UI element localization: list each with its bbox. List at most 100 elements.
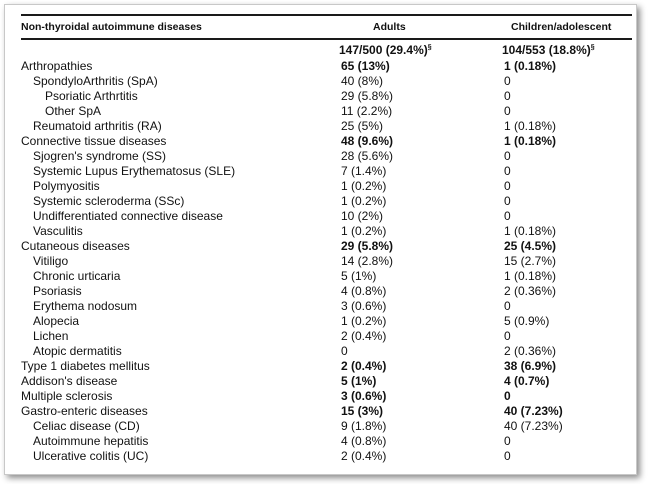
row-children: 40 (7.23%) <box>504 404 563 418</box>
row-label: Sjogren's syndrome (SS) <box>33 149 167 163</box>
row-children: 0 <box>504 74 511 88</box>
row-adults: 1 (0.2%) <box>341 179 387 193</box>
header-separator <box>475 16 478 38</box>
table-row: Chronic urticaria 5 (1%) 1 (0.18%) <box>21 269 632 284</box>
table-row: SpondyloArthritis (SpA) 40 (8%) 0 <box>21 74 632 89</box>
row-label: Lichen <box>33 329 69 343</box>
row-children: 0 <box>504 389 511 403</box>
row-children: 1 (0.18%) <box>504 119 557 133</box>
row-children: 0 <box>504 179 511 193</box>
row-label: Undifferentiated connective disease <box>33 209 223 223</box>
row-children: 0 <box>504 329 511 343</box>
row-adults: 48 (9.6%) <box>341 134 394 148</box>
table-row: Celiac disease (CD) 9 (1.8%) 40 (7.23%) <box>21 419 632 434</box>
table-row: Type 1 diabetes mellitus 2 (0.4%) 38 (6.9%… <box>21 359 632 374</box>
row-children: 0 <box>504 164 511 178</box>
table-row: Alopecia 1 (0.2%) 5 (0.9%) <box>21 314 632 329</box>
row-adults: 1 (0.2%) <box>341 314 387 328</box>
row-adults: 1 (0.2%) <box>341 224 387 238</box>
totals-row: 147/500 (29.4%)§ 104/553 (18.8%)§ <box>21 40 632 59</box>
row-adults: 3 (0.6%) <box>341 299 387 313</box>
row-label: Autoimmune hepatitis <box>33 434 149 448</box>
row-adults: 7 (1.4%) <box>341 164 387 178</box>
header-adults: Adults <box>373 21 406 33</box>
row-label: Gastro-enteric diseases <box>21 404 148 418</box>
row-label: Systemic Lupus Erythematosus (SLE) <box>33 164 236 178</box>
row-children: 0 <box>504 104 511 118</box>
row-adults: 0 <box>341 344 348 358</box>
row-children: 0 <box>504 194 511 208</box>
row-label: Psoriasis <box>33 284 82 298</box>
table-row: Arthropathies 65 (13%) 1 (0.18%) <box>21 59 632 74</box>
row-label: Psoriatic Arthrtitis <box>45 89 138 103</box>
table-row: Polymyositis 1 (0.2%) 0 <box>21 179 632 194</box>
row-adults: 29 (5.8%) <box>341 89 394 103</box>
table-row: Gastro-enteric diseases 15 (3%) 40 (7.23%) <box>21 404 632 419</box>
row-label: Other SpA <box>45 104 102 118</box>
row-adults: 4 (0.8%) <box>341 434 387 448</box>
header-diseases: Non-thyroidal autoimmune diseases <box>21 21 202 33</box>
table-row: Sjogren's syndrome (SS) 28 (5.6%) 0 <box>21 149 632 164</box>
row-adults: 3 (0.6%) <box>341 389 387 403</box>
table-row: Vasculitis 1 (0.2%) 1 (0.18%) <box>21 224 632 239</box>
row-children: 4 (0.7%) <box>504 374 550 388</box>
header-separator <box>313 16 316 38</box>
row-adults: 4 (0.8%) <box>341 284 387 298</box>
table-row: Lichen 2 (0.4%) 0 <box>21 329 632 344</box>
row-children: 1 (0.18%) <box>504 59 557 73</box>
row-label: Systemic scleroderma (SSc) <box>33 194 185 208</box>
table-row: Cutaneous diseases 29 (5.8%) 25 (4.5%) <box>21 239 632 254</box>
row-label: Polymyositis <box>33 179 100 193</box>
row-label: Arthropathies <box>21 59 93 73</box>
row-adults: 28 (5.6%) <box>341 149 394 163</box>
row-children: 1 (0.18%) <box>504 224 557 238</box>
row-label: Alopecia <box>33 314 80 328</box>
row-adults: 65 (13%) <box>341 59 390 73</box>
row-children: 1 (0.18%) <box>504 269 557 283</box>
row-adults: 15 (3%) <box>341 404 384 418</box>
table-frame: Non-thyroidal autoimmune diseases Adults… <box>4 4 637 475</box>
table-row: Autoimmune hepatitis 4 (0.8%) 0 <box>21 434 632 449</box>
row-adults: 25 (5%) <box>341 119 384 133</box>
table-row: Addison's disease 5 (1%) 4 (0.7%) <box>21 374 632 389</box>
row-children: 0 <box>504 434 511 448</box>
table-row: Reumatoid arthritis (RA) 25 (5%) 1 (0.18%) <box>21 119 632 134</box>
row-children: 2 (0.36%) <box>504 344 557 358</box>
row-adults: 2 (0.4%) <box>341 449 387 463</box>
table-row: Systemic scleroderma (SSc) 1 (0.2%) 0 <box>21 194 632 209</box>
row-children: 0 <box>504 89 511 103</box>
row-label: SpondyloArthritis (SpA) <box>33 74 158 88</box>
row-children: 0 <box>504 149 511 163</box>
table-row: Ulcerative colitis (UC) 2 (0.4%) 0 <box>21 449 632 464</box>
row-label: Atopic dermatitis <box>33 344 122 358</box>
table-row: Multiple sclerosis 3 (0.6%) 0 <box>21 389 632 404</box>
row-adults: 2 (0.4%) <box>341 359 387 373</box>
row-label: Chronic urticaria <box>33 269 121 283</box>
header-children: Children/adolescent <box>511 21 612 33</box>
row-children: 0 <box>504 449 511 463</box>
row-adults: 14 (2.8%) <box>341 254 394 268</box>
row-adults: 29 (5.8%) <box>341 239 394 253</box>
table-row: Undifferentiated connective disease 10 (2… <box>21 209 632 224</box>
row-adults: 2 (0.4%) <box>341 329 387 343</box>
totals-adults: 147/500 (29.4%)§ <box>339 43 432 57</box>
table-row: Atopic dermatitis 0 2 (0.36%) <box>21 344 632 359</box>
row-label: Ulcerative colitis (UC) <box>33 449 149 463</box>
row-adults: 5 (1%) <box>341 374 377 388</box>
table-header: Non-thyroidal autoimmune diseases Adults… <box>21 14 632 40</box>
row-children: 15 (2.7%) <box>504 254 557 268</box>
table-row: Systemic Lupus Erythematosus (SLE) 7 (1.4… <box>21 164 632 179</box>
row-children: 2 (0.36%) <box>504 284 557 298</box>
disease-table: Non-thyroidal autoimmune diseases Adults… <box>21 14 632 464</box>
row-adults: 11 (2.2%) <box>341 104 393 118</box>
table-row: Erythema nodosum 3 (0.6%) 0 <box>21 299 632 314</box>
row-label: Erythema nodosum <box>33 299 138 313</box>
table-body: Arthropathies 65 (13%) 1 (0.18%) SpondyloAr… <box>21 59 632 464</box>
table-row: Other SpA 11 (2.2%) 0 <box>21 104 632 119</box>
row-label: Vitiligo <box>33 254 69 268</box>
row-children: 25 (4.5%) <box>504 239 557 253</box>
row-children: 5 (0.9%) <box>504 314 550 328</box>
row-label: Connective tissue diseases <box>21 134 167 148</box>
row-adults: 10 (2%) <box>341 209 384 223</box>
row-children: 1 (0.18%) <box>504 134 557 148</box>
